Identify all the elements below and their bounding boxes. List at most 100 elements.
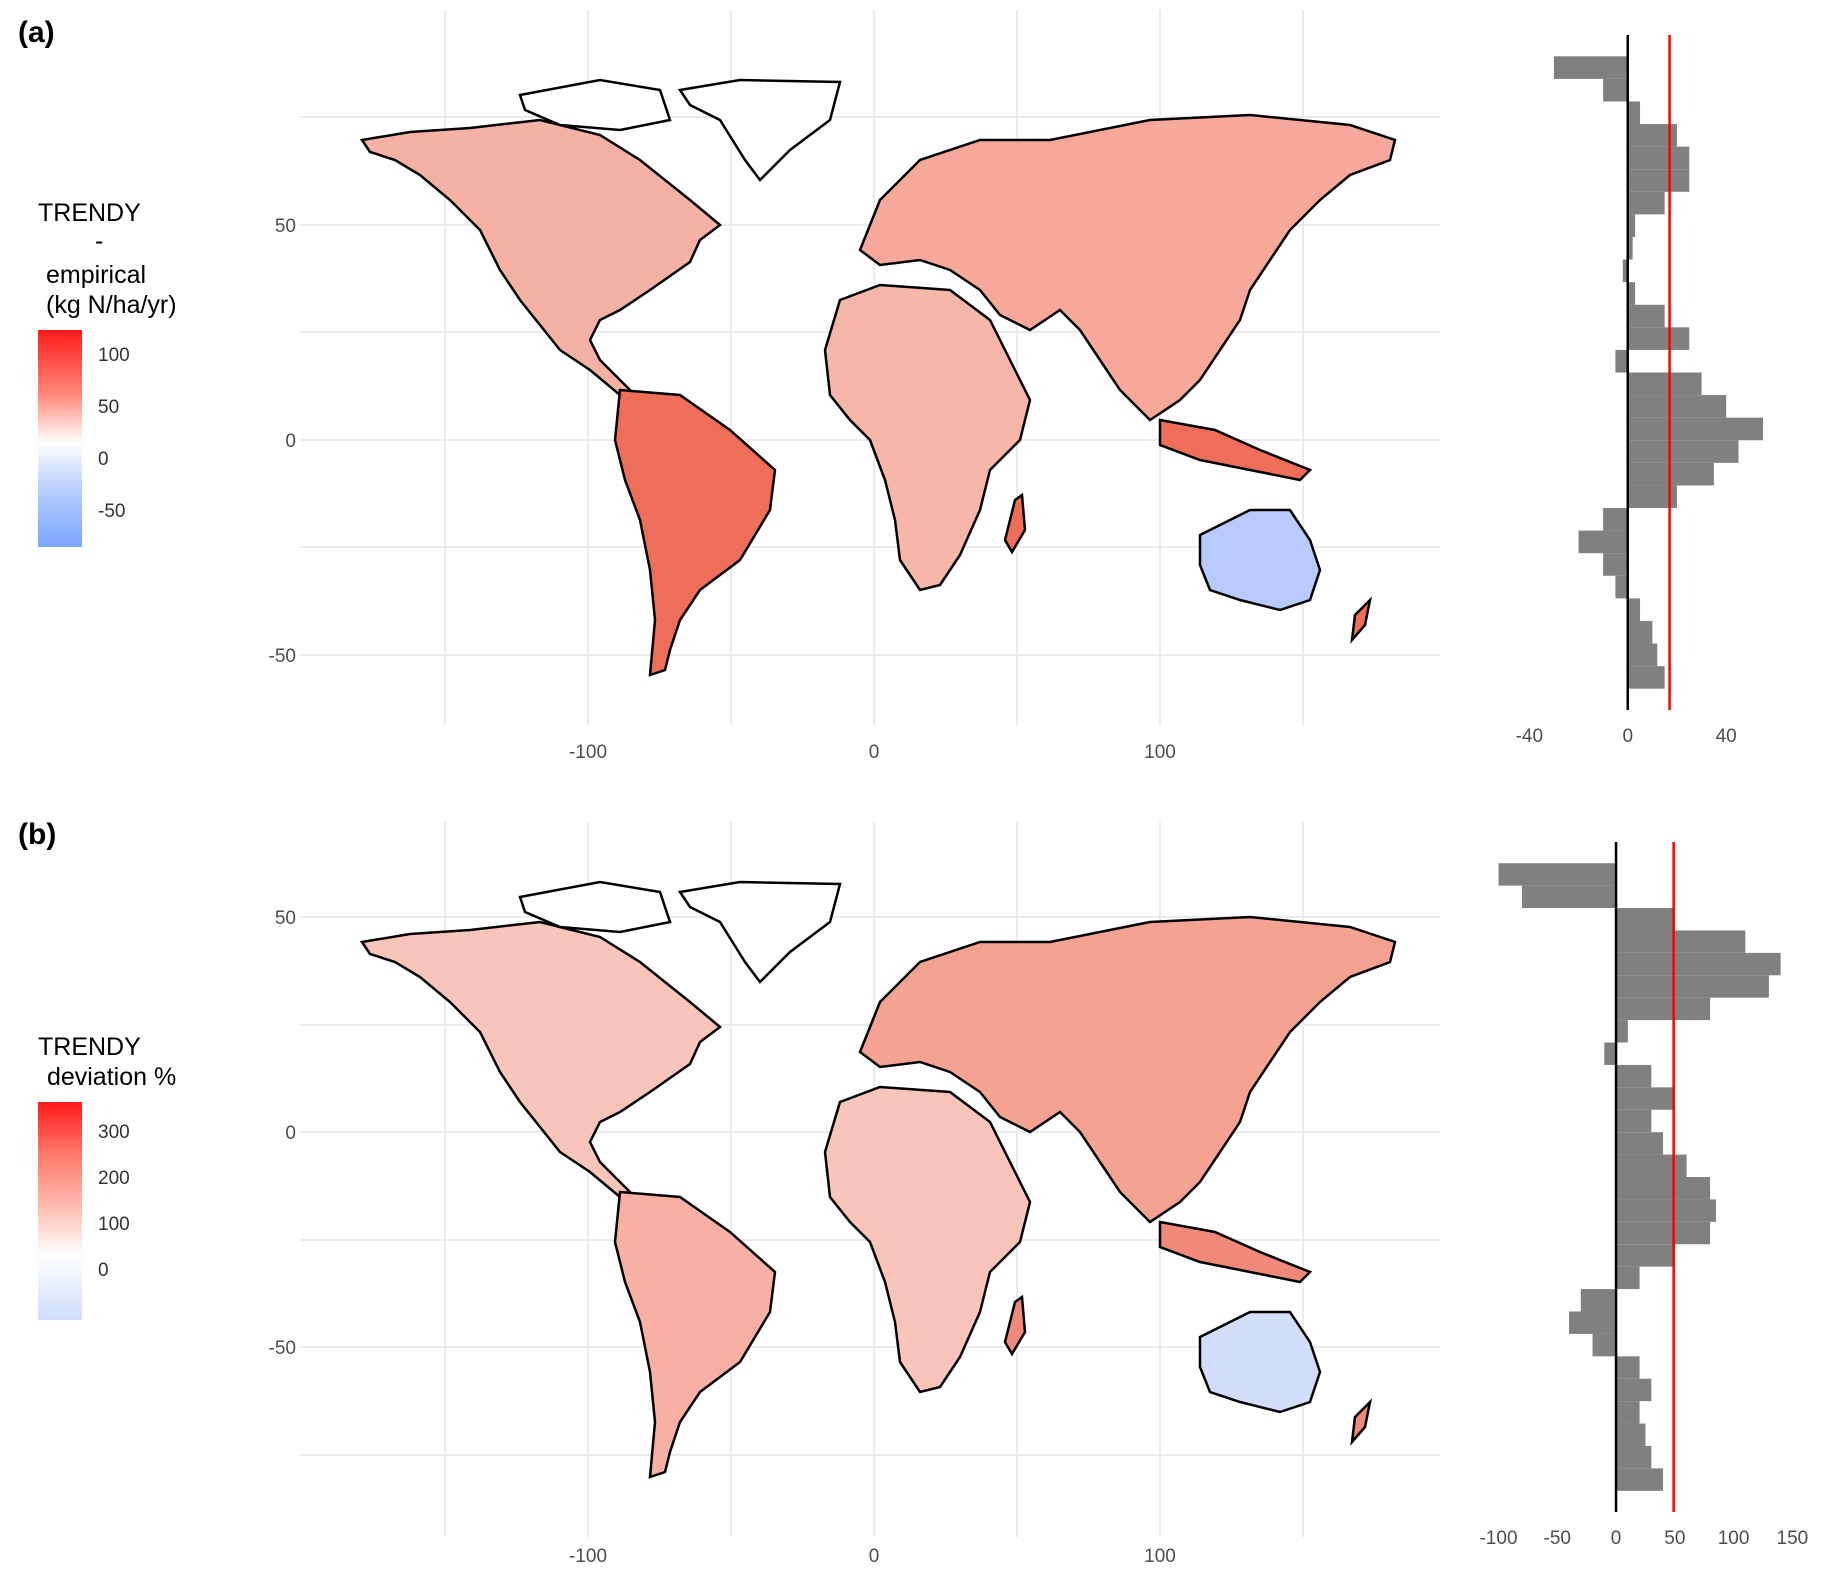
histogram-bar <box>1522 885 1617 909</box>
histogram-bar <box>1578 530 1628 554</box>
histogram-bar <box>1616 1266 1640 1290</box>
south-america <box>613 1190 777 1479</box>
lon-tick-label: 100 <box>1144 1546 1176 1567</box>
histogram-bar <box>1627 327 1690 350</box>
lon-axis-labels: -100 0 100 <box>569 1546 1176 1567</box>
histogram-bar <box>1603 553 1628 576</box>
histogram-bar <box>1615 575 1628 599</box>
australia <box>1198 1310 1322 1414</box>
histogram-bar <box>1616 952 1781 976</box>
arctic-islands <box>518 880 672 934</box>
legend-tick-label: -50 <box>98 501 126 522</box>
greenland <box>677 880 842 984</box>
histogram-tick-label: -50 <box>1544 1528 1571 1549</box>
histogram-bar <box>1627 395 1727 418</box>
legend-tick-label: 0 <box>98 449 109 470</box>
lat-axis-labels: 50 0 -50 <box>269 908 296 1359</box>
legend-colorbar <box>38 330 82 547</box>
histogram-bar <box>1616 1221 1711 1245</box>
histogram-bar <box>1616 975 1769 998</box>
legend-title-line: (kg N/ha/yr) <box>46 291 177 319</box>
maritime-se-asia <box>1158 418 1313 482</box>
histogram-bar <box>1592 1333 1617 1357</box>
histogram-bar <box>1616 1087 1675 1110</box>
histogram-bar <box>1627 620 1653 644</box>
histogram-bar <box>1616 997 1711 1021</box>
legend-title-line: empirical <box>46 261 147 289</box>
histogram-bar <box>1616 930 1746 953</box>
arctic-islands <box>518 78 672 132</box>
map-a: -100 0 100 50 0 -50 -40 0 40 <box>269 10 1764 763</box>
histogram-tick-label: 0 <box>1611 1528 1622 1549</box>
histogram-b: -100 -50 0 50 100 150 <box>1479 842 1808 1549</box>
histogram-tick-label: 40 <box>1716 726 1737 747</box>
histogram-bar <box>1627 440 1739 463</box>
lat-tick-label: 0 <box>285 1123 296 1144</box>
histogram-bar <box>1622 259 1628 283</box>
histogram-bar <box>1616 1378 1652 1402</box>
histogram-bar <box>1580 1289 1617 1312</box>
histogram-bar <box>1498 863 1617 886</box>
histogram-bar <box>1627 598 1641 621</box>
eurasia <box>858 113 1397 422</box>
histogram-bar <box>1616 1109 1652 1133</box>
histogram-tick-label: 150 <box>1777 1528 1809 1549</box>
madagascar <box>1003 492 1027 555</box>
lat-tick-label: -50 <box>269 646 296 667</box>
eurasia <box>858 915 1397 1224</box>
histogram-bar <box>1616 1445 1652 1469</box>
legend-title-line: TRENDY <box>38 1033 141 1061</box>
legend-tick-label: 300 <box>98 1122 130 1143</box>
histogram-bar <box>1603 78 1628 102</box>
panel-b: (b) TRENDY deviation % 300 200 100 0 <box>0 802 1830 1589</box>
lat-tick-label: 50 <box>275 216 296 237</box>
africa <box>823 283 1032 592</box>
histogram-tick-label: 0 <box>1622 726 1633 747</box>
histogram-bar <box>1616 1356 1640 1379</box>
histogram-bar <box>1616 1401 1640 1424</box>
histogram-bar <box>1553 56 1628 79</box>
histogram-bar <box>1627 666 1665 689</box>
histogram-tick-label: -100 <box>1479 1528 1517 1549</box>
histogram-bar <box>1569 1311 1617 1334</box>
histogram-bar <box>1616 1199 1716 1222</box>
south-america <box>613 388 777 677</box>
histogram-bar <box>1616 1132 1664 1155</box>
histogram-bar <box>1627 417 1764 441</box>
histogram-bar <box>1627 124 1677 147</box>
histogram-bar <box>1615 349 1628 373</box>
histogram-bar <box>1627 169 1690 192</box>
legend-title-line: - <box>95 227 104 255</box>
histogram-bar <box>1616 1423 1646 1446</box>
histogram-bar <box>1627 146 1690 170</box>
histogram-bar <box>1627 282 1636 305</box>
lat-tick-label: 0 <box>285 431 296 452</box>
new-zealand <box>1350 596 1373 644</box>
legend-tick-label: 100 <box>98 1214 130 1235</box>
histogram-bar <box>1627 304 1665 328</box>
greenland <box>677 78 842 182</box>
panel-a: (a) TRENDY - empirical (kg N/ha/yr) 100 … <box>0 0 1830 787</box>
histogram-bar <box>1627 101 1641 125</box>
histogram-bar <box>1603 508 1628 531</box>
legend-tick-label: 100 <box>98 345 130 366</box>
histogram-bar <box>1627 214 1636 237</box>
histogram-tick-label: 100 <box>1718 1528 1750 1549</box>
lon-tick-label: -100 <box>569 1546 607 1567</box>
maritime-se-asia <box>1158 1220 1313 1284</box>
map-b: -100 0 100 50 0 -50 -100 -50 0 50 100 150 <box>269 822 1808 1567</box>
histogram-bar <box>1627 236 1633 260</box>
land <box>359 880 1397 1479</box>
histogram-tick-label: -40 <box>1516 726 1543 747</box>
histogram-bar <box>1616 1154 1687 1177</box>
north-america <box>359 920 723 1199</box>
legend-tick-label: 200 <box>98 1168 130 1189</box>
histogram-bar <box>1627 485 1677 509</box>
histogram-bar <box>1616 1244 1675 1267</box>
legend-colorbar <box>38 1102 82 1320</box>
land <box>359 78 1397 677</box>
north-america <box>359 118 723 397</box>
histogram-bar <box>1616 1468 1664 1491</box>
histogram-bar <box>1616 1064 1652 1088</box>
lat-tick-label: -50 <box>269 1338 296 1359</box>
